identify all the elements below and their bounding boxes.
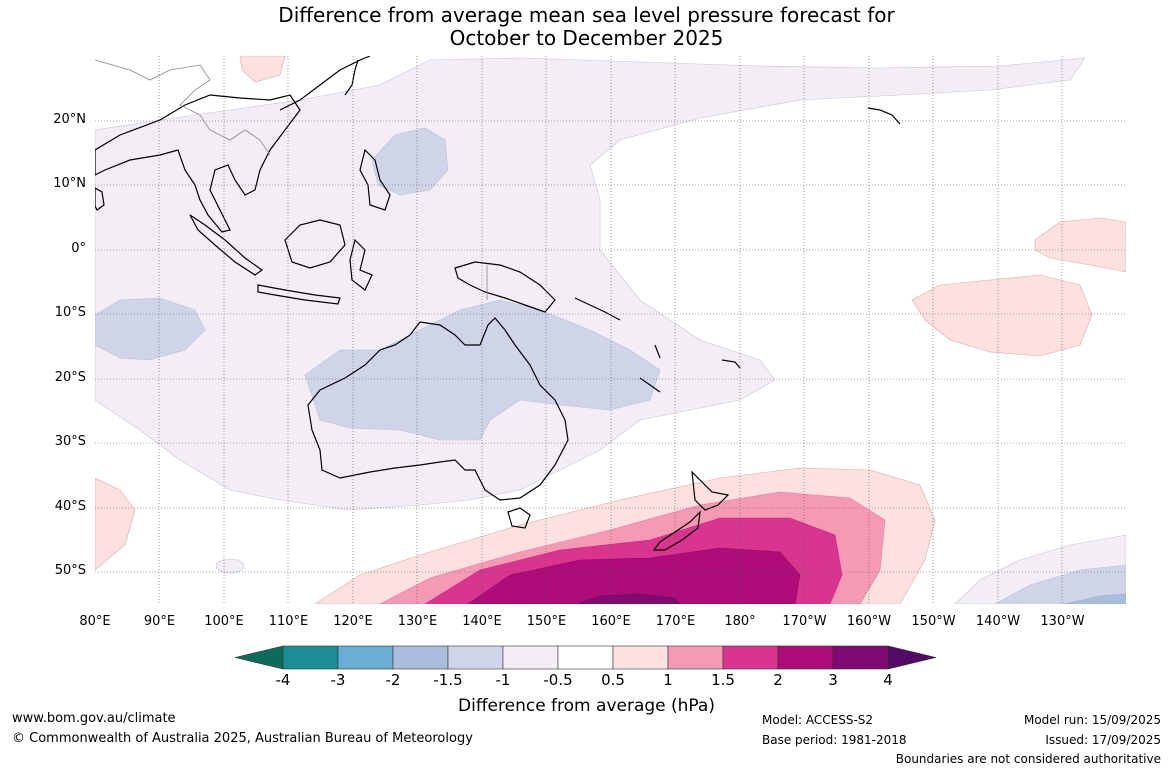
footer-issued: Issued: 17/09/2025 <box>1045 733 1161 747</box>
longitude-label: 140°W <box>975 614 1021 629</box>
java-outline <box>257 284 341 305</box>
longitude-label: 160°E <box>591 614 631 629</box>
contour-positive-south-5 <box>577 593 681 604</box>
vanuatu <box>654 344 661 359</box>
china-coast <box>279 56 371 111</box>
footer-copyright: © Commonwealth of Australia 2025, Austra… <box>12 731 473 746</box>
latitude-label: 40°S <box>54 499 86 514</box>
longitude-label: 130°W <box>1040 614 1085 629</box>
contour-positive-south-4 <box>467 547 801 604</box>
borneo-outline <box>284 219 346 269</box>
sri-lanka-outline <box>95 187 105 211</box>
colorbar-tick-label: -1 <box>495 671 511 689</box>
longitude-label: 150°E <box>526 614 567 629</box>
latitude-label: 10°S <box>54 305 86 320</box>
footer-model: Model: ACCESS-S2 <box>762 713 874 727</box>
contour-positive-indian-south <box>95 477 136 571</box>
latitude-label: 50°S <box>54 563 86 578</box>
colorbar-extend-low <box>234 645 284 670</box>
new-caledonia <box>639 377 661 393</box>
colorbar-tick-label: 1 <box>663 671 673 689</box>
longitude-label: 150°W <box>911 614 956 629</box>
graticule <box>95 56 1126 604</box>
colorbar-bin <box>832 645 889 670</box>
colorbar-bin <box>777 645 834 670</box>
colorbar-bin <box>447 645 504 670</box>
footer-base-period: Base period: 1981-2018 <box>762 733 907 747</box>
indochina-outline <box>95 94 301 233</box>
anomaly-contours <box>95 56 1126 604</box>
colorbar-tick-label: 2 <box>773 671 783 689</box>
australia-outline <box>307 317 569 501</box>
contour-small-negative <box>215 558 245 574</box>
contour-positive-pacific-equator <box>1034 217 1126 273</box>
longitude-label: 160°W <box>846 614 892 629</box>
longitude-label: 170°W <box>782 614 827 629</box>
hawaii <box>867 107 901 125</box>
longitude-label: 110°E <box>268 614 309 629</box>
colorbar-bin <box>557 645 614 670</box>
map-title: Difference from average mean sea level p… <box>0 4 1173 50</box>
colorbar-tick-label: 4 <box>883 671 893 689</box>
new-guinea-outline <box>454 261 556 313</box>
latitude-label: 10°N <box>53 176 86 191</box>
new-zealand-north <box>691 470 730 511</box>
footer-model-run: Model run: 15/09/2025 <box>1023 713 1161 727</box>
title-line-1: Difference from average mean sea level p… <box>278 3 895 27</box>
colorbar-bin <box>502 645 559 670</box>
colorbar-bin <box>612 645 669 670</box>
footer-url[interactable]: www.bom.gov.au/climate <box>12 711 176 726</box>
solomon-islands <box>574 297 621 321</box>
colorbar-label: Difference from average (hPa) <box>458 696 715 716</box>
longitude-label: 140°E <box>462 614 502 629</box>
country-borders <box>95 59 488 300</box>
longitude-label: 90°E <box>143 614 176 629</box>
colorbar-bin <box>722 645 779 670</box>
contour-positive-pacific-south <box>911 274 1093 357</box>
contour-negative-south-east-3 <box>1064 593 1126 604</box>
fiji <box>721 359 741 369</box>
colorbar-tick-label: -4 <box>275 671 291 689</box>
latitude-label: 20°N <box>53 112 86 127</box>
japan-fragments <box>344 59 359 96</box>
colorbar-bin <box>392 645 449 670</box>
colorbar-extend-high <box>887 645 937 670</box>
coastlines <box>95 56 901 551</box>
colorbar-tick-label: -2 <box>385 671 401 689</box>
colorbar-bin <box>282 645 339 670</box>
colorbar-bin <box>667 645 724 670</box>
colorbar-tick-label: -0.5 <box>543 671 573 689</box>
contour-negative-australia <box>304 299 661 441</box>
sulawesi-outline <box>349 238 373 291</box>
footer-disclaimer: Boundaries are not considered authoritat… <box>895 752 1161 766</box>
philippines-outline <box>359 148 391 211</box>
colorbar-bin <box>337 645 394 670</box>
asia-borders <box>95 59 271 156</box>
contour-negative-weak <box>95 57 1086 511</box>
longitude-label: 100°E <box>204 614 244 629</box>
tasmania-outline <box>507 507 531 529</box>
sumatra-outline <box>189 214 264 276</box>
longitude-label: 170°E <box>655 614 696 629</box>
longitude-label: 120°E <box>333 614 373 629</box>
colorbar-tick-label: -3 <box>330 671 346 689</box>
new-zealand-south <box>652 510 701 551</box>
colorbar-tick-label: -1.5 <box>433 671 463 689</box>
contour-positive-top-left <box>239 56 286 83</box>
latitude-label: 20°S <box>54 370 86 385</box>
contour-negative-indian <box>95 297 206 361</box>
colorbar-tick-label: 1.5 <box>711 671 735 689</box>
title-line-2: October to December 2025 <box>449 26 724 50</box>
longitude-label: 130°E <box>397 614 438 629</box>
latitude-label: 0° <box>71 241 86 256</box>
longitude-label: 80°E <box>79 614 111 629</box>
colorbar-tick-label: 3 <box>828 671 838 689</box>
contour-negative-south-east-2 <box>994 564 1126 604</box>
colorbar <box>234 645 937 670</box>
latitude-label: 30°S <box>54 434 86 449</box>
longitude-label: 180° <box>724 614 756 629</box>
colorbar-tick-label: 0.5 <box>601 671 625 689</box>
